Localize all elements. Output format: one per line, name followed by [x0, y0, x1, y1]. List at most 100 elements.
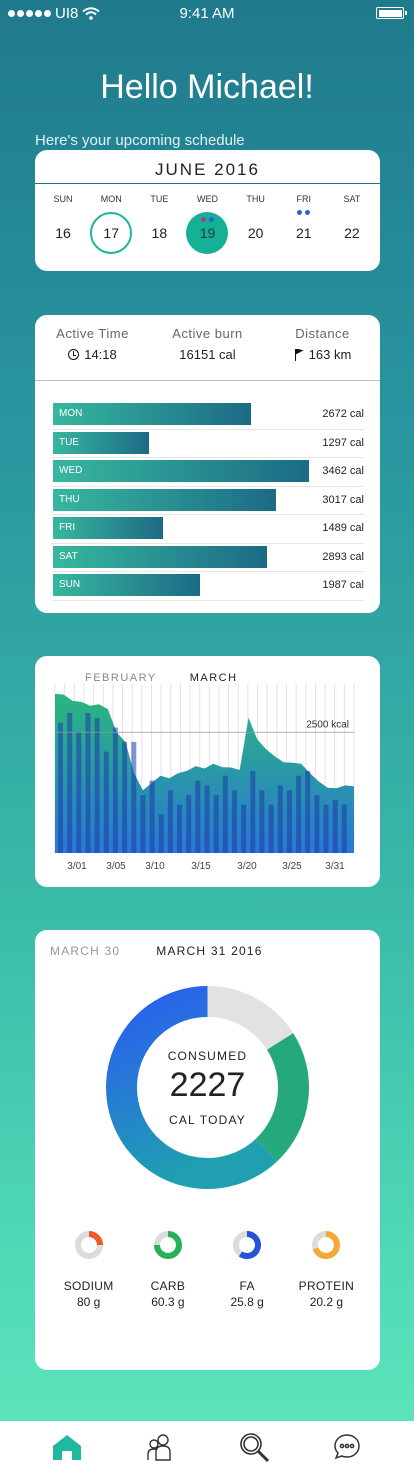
- nutrient-ring: [74, 1231, 103, 1259]
- chart-bar: [204, 785, 210, 853]
- search-icon[interactable]: [237, 1430, 271, 1464]
- day-number[interactable]: 16: [42, 212, 84, 254]
- clock-time: 9:41 AM: [179, 5, 235, 22]
- day-bar-row[interactable]: MON 2672 cal: [52, 401, 364, 430]
- tab-march-30[interactable]: MARCH 30: [50, 944, 121, 958]
- chart-bar: [177, 804, 182, 853]
- carrier-name: UI8: [55, 5, 79, 22]
- weekly-bars: MON 2672 cal TUE 1297 cal WED 3462 cal THU 3017…: [35, 381, 380, 601]
- nutrient-ring-fill: [153, 1231, 182, 1259]
- chart-bar: [332, 799, 338, 853]
- chart-bar: [186, 795, 192, 853]
- day-number[interactable]: 20: [235, 212, 277, 254]
- nutrient-ring: [153, 1231, 182, 1259]
- day-of-week: TUE: [150, 194, 169, 204]
- signal-icon: [8, 10, 51, 17]
- day-label: SUN: [59, 579, 81, 590]
- day-bar: [53, 488, 277, 511]
- chart-bar: [122, 741, 128, 853]
- consumed-label: CONSUMED: [167, 1049, 248, 1063]
- chart-bar: [158, 814, 164, 853]
- day-bar-row[interactable]: FRI 1489 cal: [52, 515, 364, 544]
- nutrient-ring: [312, 1231, 341, 1259]
- chart-bar: [259, 790, 265, 853]
- calendar-day[interactable]: TUE 18: [137, 194, 182, 254]
- day-number-text: 18: [151, 225, 168, 241]
- chart-bar: [112, 727, 118, 853]
- day-bar-row[interactable]: SAT 2893 cal: [52, 544, 364, 572]
- nutrient-name: CARB: [150, 1279, 186, 1293]
- x-tick-label: 3/15: [191, 861, 211, 872]
- calendar-month[interactable]: JUNE 2016: [35, 150, 380, 184]
- chart-month-tabs: FEBRUARY MARCH: [85, 672, 238, 684]
- day-bar: [53, 403, 251, 425]
- nutrient-list: SODIUM 80 g CARB 60.3 g FA 25.8 g PROTEIN 20.2 …: [35, 1230, 380, 1309]
- nutrient-name: SODIUM: [63, 1279, 114, 1293]
- nutrient-item[interactable]: SODIUM 80 g: [53, 1230, 125, 1309]
- schedule-subtitle: Here's your upcoming schedule: [35, 132, 245, 149]
- donut-segment: [206, 986, 294, 1051]
- day-of-week: THU: [246, 194, 265, 204]
- chart-bar: [94, 717, 100, 853]
- nutrient-item[interactable]: CARB 60.3 g: [132, 1230, 204, 1309]
- x-tick-label: 3/20: [237, 861, 257, 872]
- nutrient-ring: [233, 1231, 262, 1259]
- day-bar: [53, 545, 267, 568]
- day-number[interactable]: 19: [186, 212, 229, 254]
- tab-february[interactable]: FEBRUARY: [85, 672, 157, 684]
- day-of-week: SAT: [343, 194, 361, 204]
- day-number[interactable]: 22: [331, 212, 373, 254]
- day-of-week: WED: [196, 194, 218, 204]
- day-bar-row[interactable]: THU 3017 cal: [52, 487, 364, 515]
- day-bar-row[interactable]: SUN 1987 cal: [52, 572, 364, 601]
- chart-bar: [213, 795, 219, 853]
- activity-stats: Active Time 14:18 Active burn 16151 cal …: [35, 315, 380, 381]
- day-bar-row[interactable]: WED 3462 cal: [52, 458, 364, 487]
- day-bar: [53, 431, 149, 454]
- day-number[interactable]: 18: [138, 212, 180, 254]
- tab-march-31[interactable]: MARCH 31 2016: [156, 944, 263, 958]
- day-label: WED: [59, 465, 83, 476]
- chart-bar: [232, 790, 237, 853]
- donut-segment: [106, 986, 277, 1189]
- calorie-value: 3462 cal: [322, 465, 364, 477]
- tab-march[interactable]: MARCH: [189, 672, 238, 684]
- calendar-day[interactable]: SUN 16: [41, 194, 86, 254]
- calendar-day[interactable]: WED 19: [185, 194, 230, 254]
- day-bar-row[interactable]: TUE 1297 cal: [52, 430, 364, 458]
- nutrient-item[interactable]: FA 25.8 g: [211, 1230, 283, 1309]
- cal-today-label: CAL TODAY: [168, 1113, 247, 1127]
- day-number-text: 21: [295, 225, 312, 241]
- day-number[interactable]: 17: [90, 212, 133, 254]
- stat-active-time: Active Time 14:18: [35, 315, 150, 380]
- calendar-day[interactable]: SAT 22: [329, 194, 374, 254]
- nutrition-card: MARCH 30 MARCH 31 2016 CONSUMED 2227 CAL…: [35, 930, 380, 1370]
- nutrient-value: 25.8 g: [230, 1295, 264, 1309]
- calendar-card: JUNE 2016 SUN 16 MON 17 TUE 18 WED 19 THU 20 FRI 21…: [35, 150, 380, 271]
- chart-bar: [296, 775, 302, 853]
- chart-bar: [250, 770, 256, 853]
- day-number-text: 19: [199, 225, 216, 241]
- nutrient-value: 60.3 g: [151, 1295, 185, 1309]
- chart-bar: [323, 804, 329, 853]
- nutrient-item[interactable]: PROTEIN 20.2 g: [290, 1230, 362, 1309]
- people-icon[interactable]: [143, 1430, 177, 1464]
- nutrient-ring-fill: [313, 1231, 341, 1259]
- stat-distance: Distance 163 km: [265, 315, 380, 380]
- nutrient-name: FA: [239, 1279, 255, 1293]
- x-tick-label: 3/25: [282, 861, 302, 872]
- day-number[interactable]: 21: [283, 210, 325, 254]
- chart-bar: [149, 780, 155, 853]
- day-label: SAT: [59, 550, 78, 562]
- calendar-day[interactable]: THU 20: [233, 194, 278, 254]
- stat-label: Active burn: [172, 326, 243, 341]
- nutrient-value: 20.2 g: [309, 1295, 344, 1309]
- calendar-day[interactable]: MON 17: [89, 194, 134, 254]
- calendar-day[interactable]: FRI 21: [281, 194, 326, 254]
- chat-icon[interactable]: [330, 1430, 364, 1464]
- chart-bar: [103, 751, 109, 853]
- day-label: MON: [59, 408, 83, 419]
- home-icon[interactable]: [50, 1430, 84, 1464]
- donut-chart: [106, 986, 309, 1189]
- event-dot: [305, 210, 311, 215]
